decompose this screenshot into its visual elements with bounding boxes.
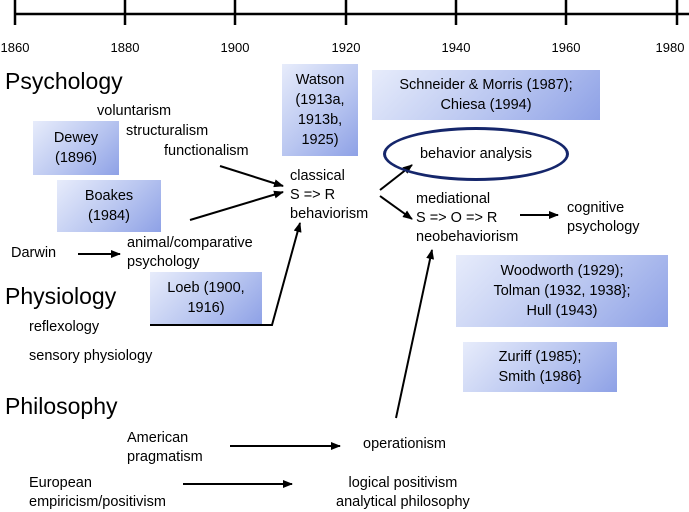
node-logical-positivism: logical positivism analytical philosophy bbox=[336, 474, 470, 512]
tick-label-1880: 1880 bbox=[110, 40, 140, 55]
node-mediational-neobehaviorism: mediational S => O => R neobehaviorism bbox=[416, 190, 518, 247]
node-darwin: Darwin bbox=[11, 245, 57, 261]
node-line: animal/comparative bbox=[127, 235, 253, 251]
node-line: behaviorism bbox=[290, 206, 369, 222]
ref-line: Watson bbox=[295, 72, 345, 88]
node-line: psychology bbox=[567, 219, 640, 235]
tick-label-1980: 1980 bbox=[655, 40, 685, 55]
node-classical-behaviorism: classical S => R behaviorism bbox=[290, 167, 368, 224]
node-sensory-physiology: sensory physiology bbox=[29, 348, 153, 364]
ref-line: 1916) bbox=[187, 300, 225, 316]
node-operationism: operationism bbox=[363, 436, 447, 452]
tick-label-1900: 1900 bbox=[220, 40, 250, 55]
tick-label-1920: 1920 bbox=[331, 40, 361, 55]
ref-line: Zuriff (1985); bbox=[498, 349, 582, 365]
arrow-operationism-to-neobehaviorism bbox=[395, 249, 435, 419]
node-voluntarism: voluntarism bbox=[97, 103, 172, 119]
tick-label-1940: 1940 bbox=[441, 40, 471, 55]
node-line: pragmatism bbox=[127, 449, 203, 465]
node-reflexology: reflexology bbox=[29, 319, 100, 335]
ref-line: Smith (1986} bbox=[498, 369, 582, 385]
behavior-analysis-label: behavior analysis bbox=[419, 146, 533, 162]
node-structuralism: structuralism bbox=[126, 123, 209, 139]
node-line: S => O => R bbox=[416, 210, 498, 226]
ref-line: (1896) bbox=[55, 150, 97, 166]
ref-line: Dewey bbox=[53, 130, 99, 146]
ref-line: Boakes bbox=[84, 188, 134, 204]
arrow-physiology-to-behaviorism bbox=[150, 222, 302, 326]
ref-line: Loeb (1900, bbox=[167, 280, 245, 296]
node-line: European bbox=[29, 475, 92, 491]
ref-box-schneider-morris: Schneider & Morris (1987); Chiesa (1994) bbox=[372, 70, 600, 120]
arrow-functionalism-to-behaviorism bbox=[219, 165, 284, 188]
node-cognitive-psychology: cognitive psychology bbox=[567, 199, 640, 237]
behavior-analysis-oval: behavior analysis bbox=[383, 127, 569, 181]
ref-line: Tolman (1932, 1938}; bbox=[493, 283, 631, 299]
node-line: empiricism/positivism bbox=[29, 494, 166, 510]
node-line: analytical philosophy bbox=[336, 494, 470, 510]
ref-box-boakes: Boakes (1984) bbox=[57, 180, 161, 232]
tick-label-1960: 1960 bbox=[551, 40, 581, 55]
ref-line: 1913b, bbox=[297, 112, 343, 128]
node-line: cognitive bbox=[567, 200, 625, 216]
ref-box-woodworth: Woodworth (1929); Tolman (1932, 1938}; H… bbox=[456, 255, 668, 327]
ref-box-loeb: Loeb (1900, 1916) bbox=[150, 272, 262, 324]
ref-box-dewey: Dewey (1896) bbox=[33, 121, 119, 175]
node-line: classical bbox=[290, 168, 345, 184]
node-line: S => R bbox=[290, 187, 336, 203]
node-american-pragmatism: American pragmatism bbox=[127, 429, 203, 467]
ref-box-zuriff: Zuriff (1985); Smith (1986} bbox=[463, 342, 617, 392]
heading-physiology: Physiology bbox=[5, 283, 117, 309]
node-european-empiricism: European empiricism/positivism bbox=[29, 474, 166, 512]
timeline-axis bbox=[13, 0, 689, 25]
node-line: psychology bbox=[127, 254, 200, 270]
node-line: logical positivism bbox=[348, 475, 458, 491]
ref-line: (1984) bbox=[88, 208, 130, 224]
ref-line: Hull (1943) bbox=[526, 303, 598, 319]
heading-philosophy: Philosophy bbox=[5, 393, 118, 419]
tick-label-1860: 1860 bbox=[0, 40, 30, 55]
node-line: American bbox=[127, 430, 189, 446]
arrow-boakes-to-behaviorism bbox=[189, 190, 284, 221]
node-animal-comparative: animal/comparative psychology bbox=[127, 234, 253, 272]
ref-line: Chiesa (1994) bbox=[440, 97, 532, 113]
node-line: mediational bbox=[416, 191, 491, 207]
ref-box-watson: Watson (1913a, 1913b, 1925) bbox=[282, 64, 358, 156]
ref-line: Woodworth (1929); bbox=[500, 263, 624, 279]
ref-line: Schneider & Morris (1987); bbox=[399, 77, 573, 93]
ref-line: 1925) bbox=[301, 132, 339, 148]
heading-psychology: Psychology bbox=[5, 68, 123, 94]
node-line: neobehaviorism bbox=[416, 229, 519, 245]
node-functionalism: functionalism bbox=[164, 143, 249, 159]
ref-line: (1913a, bbox=[295, 92, 345, 108]
arrow-behaviorism-to-mediational bbox=[379, 195, 413, 220]
